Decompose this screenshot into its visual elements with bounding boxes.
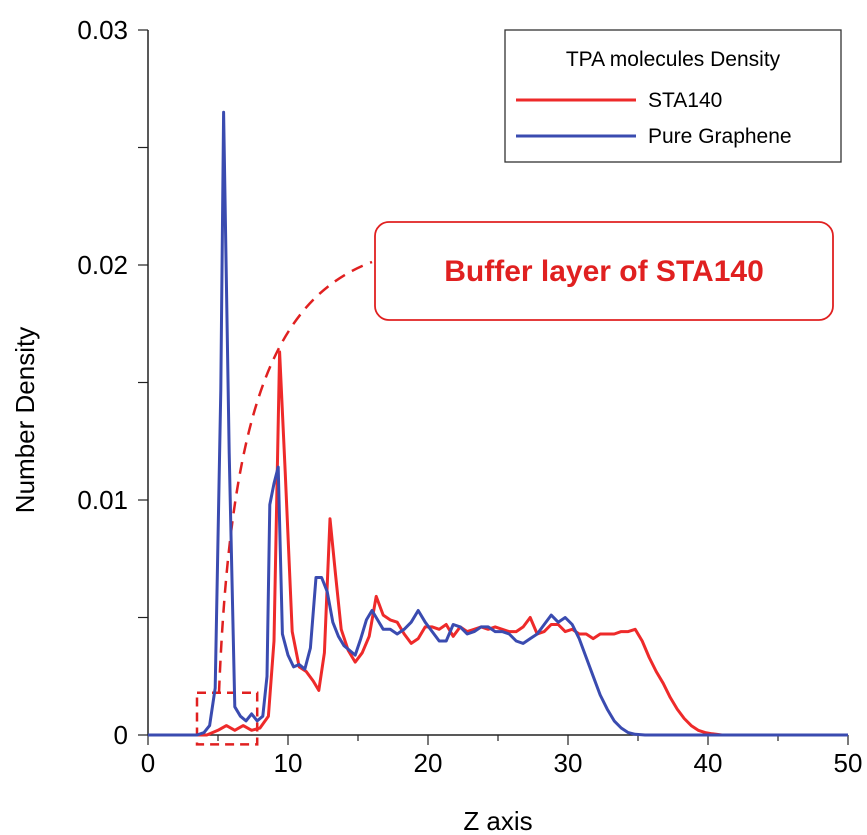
y-tick-label: 0.01: [77, 485, 128, 515]
x-tick-label: 30: [554, 748, 583, 778]
annotation: Buffer layer of STA140: [195, 221, 834, 746]
x-tick-label: 40: [694, 748, 723, 778]
series: [148, 110, 848, 737]
legend-box: [504, 29, 842, 163]
callout-connector: [217, 260, 373, 693]
callout-label: Buffer layer of STA140: [444, 255, 764, 288]
legend-entry: Pure Graphene: [648, 125, 792, 148]
y-tick-label: 0: [114, 720, 128, 750]
buffer-region-box: [195, 691, 259, 746]
x-tick-label: 0: [141, 748, 155, 778]
callout-box: [374, 221, 834, 321]
legend: TPA molecules Density STA140 Pure Graphene: [504, 29, 842, 163]
x-tick-label: 10: [274, 748, 303, 778]
y-axis-label: Number Density: [10, 327, 40, 513]
x-tick-label: 20: [414, 748, 443, 778]
tick-labels: 0 10 20 30 40 50 0 0.01 0.02 0.03: [77, 15, 862, 778]
x-axis-label: Z axis: [463, 806, 532, 835]
legend-title: TPA molecules Density: [566, 48, 781, 71]
y-tick-label: 0.02: [77, 250, 128, 280]
series-line-pure-graphene: [148, 110, 848, 737]
x-tick-label: 50: [834, 748, 863, 778]
legend-entry: STA140: [648, 89, 722, 112]
y-tick-label: 0.03: [77, 15, 128, 45]
series-line-sta140: [148, 350, 848, 737]
